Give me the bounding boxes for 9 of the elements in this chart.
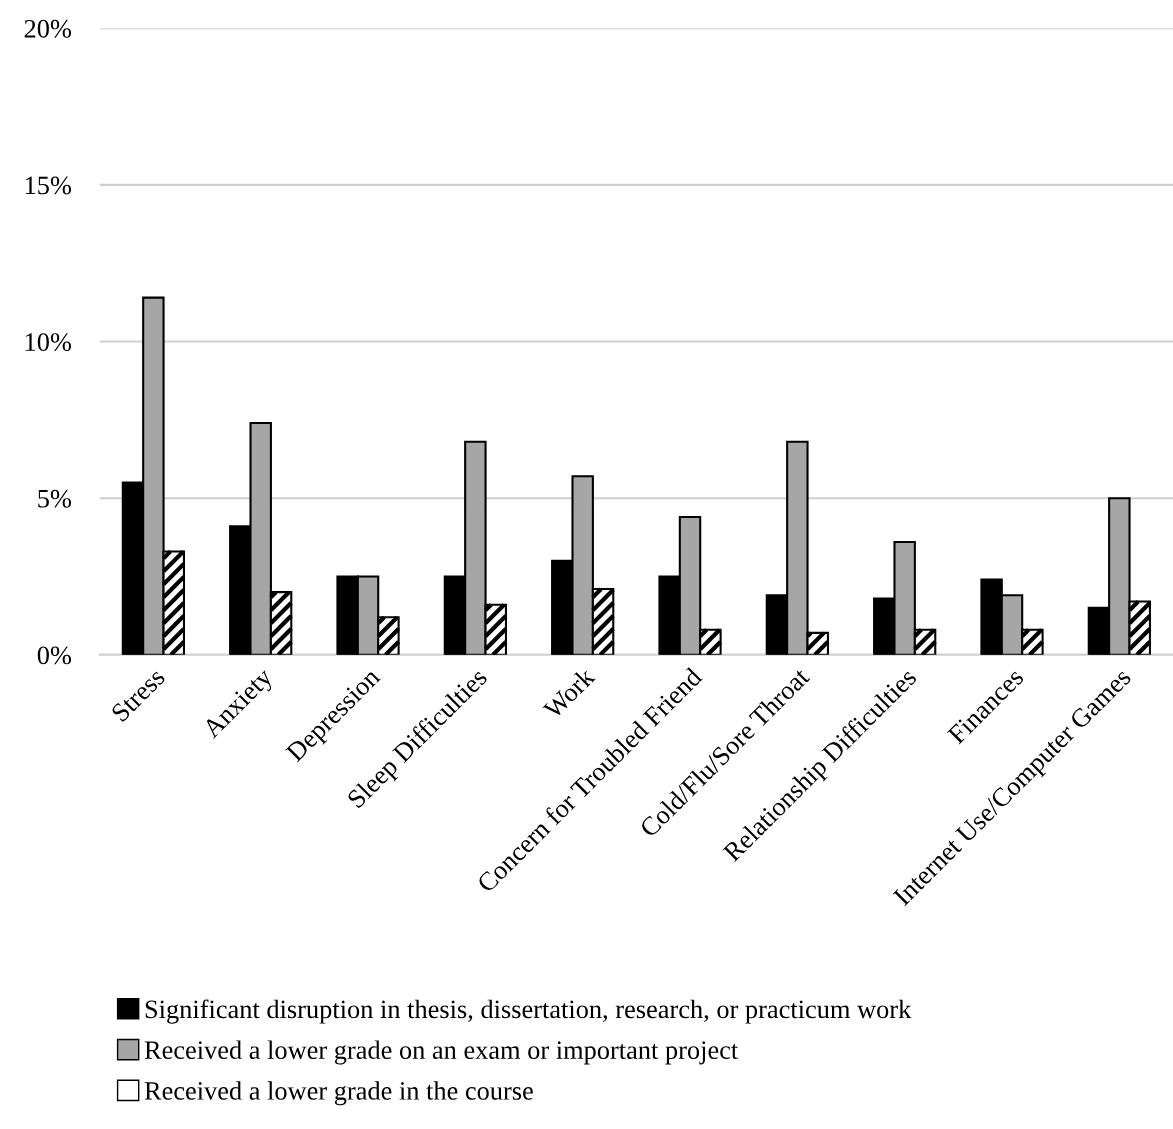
x-tick-label: Work (541, 665, 596, 721)
y-tick-label: 20% (24, 19, 72, 38)
y-tick-label: 15% (25, 176, 72, 195)
legend-label: Significant disruption in thesis, dissertation, research, or practicum work (145, 999, 912, 1024)
y-tick-label: 10% (25, 333, 72, 352)
legend-label: Received a lower grade in the course (144, 1081, 533, 1106)
legend-label: Received a lower grade on an exam or important project (144, 1040, 739, 1065)
y-tick-label: 0% (37, 646, 72, 665)
y-tick-label: 5% (38, 489, 72, 508)
